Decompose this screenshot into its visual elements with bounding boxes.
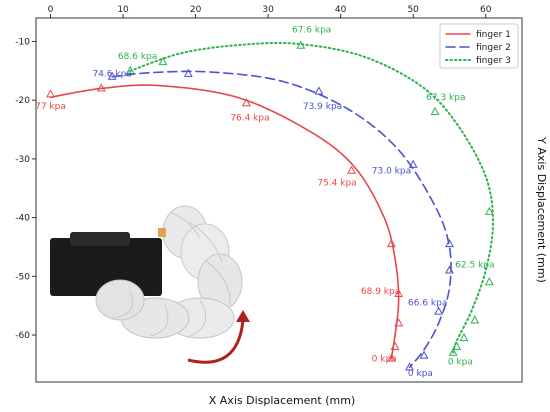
- x-axis-label: X Axis Displacement (mm): [209, 394, 355, 407]
- series-marker-2: [107, 71, 117, 80]
- series-marker-3: [125, 65, 135, 74]
- series-marker-3: [430, 106, 440, 116]
- x-axis-ticks: 0 10 20 30 40 50 60: [48, 5, 492, 18]
- legend-label-3: finger 3: [476, 56, 511, 66]
- y-axis-label: Y Axis Displacement (mm): [535, 136, 548, 283]
- pressure-label: 68.9 kpa: [361, 287, 400, 297]
- series-marker-2: [445, 265, 454, 274]
- pressure-label: 75.4 kpa: [317, 178, 356, 188]
- series-marker-2: [183, 68, 193, 77]
- pressure-label: 74.6 kpa: [92, 70, 131, 80]
- y-tick-label: -60: [15, 331, 30, 341]
- legend-label-2: finger 2: [476, 43, 511, 53]
- x-tick-label: 60: [480, 5, 492, 15]
- pressure-label: 62.5 kpa: [455, 261, 494, 271]
- series-marker-2: [445, 238, 454, 248]
- x-tick-label: 40: [335, 5, 347, 15]
- series-line-2: [111, 70, 452, 369]
- pressure-label: 0 kpa: [408, 369, 433, 379]
- pressure-label: 73.9 kpa: [303, 102, 342, 112]
- series-marker-3: [470, 315, 480, 324]
- x-tick-label: 30: [262, 5, 274, 15]
- pressure-label: 67.6 kpa: [292, 26, 331, 36]
- series-marker-1: [386, 238, 396, 248]
- soft-robotic-finger-photo: [50, 205, 243, 339]
- pressure-label: 0 kpa: [372, 354, 397, 364]
- series-marker-3: [296, 40, 306, 49]
- series-marker-3: [452, 341, 462, 350]
- pressure-label: 67.3 kpa: [426, 93, 465, 103]
- y-tick-label: -10: [15, 37, 30, 47]
- series-marker-2: [434, 306, 444, 315]
- series-marker-1: [390, 341, 400, 350]
- y-axis-ticks: -10 -20 -30 -40 -50 -60: [15, 37, 36, 341]
- point-labels: 77 kpa 76.4 kpa 75.4 kpa 68.9 kpa 0 kpa 74.6 …: [35, 26, 494, 379]
- pressure-label: 68.6 kpa: [118, 52, 157, 62]
- series-marker-3: [484, 206, 494, 215]
- series-marker-2: [419, 350, 429, 359]
- series-marker-1: [394, 288, 404, 298]
- pressure-label: 0 kpa: [448, 357, 473, 367]
- x-tick-label: 10: [117, 5, 129, 15]
- series-marker-1: [241, 98, 251, 107]
- series-marker-1: [386, 353, 396, 362]
- series-marker-2: [408, 159, 418, 168]
- series-marker-1: [394, 318, 404, 327]
- series-marker-3: [448, 347, 458, 356]
- x-tick-label: 20: [190, 5, 202, 15]
- x-tick-label: 50: [407, 5, 419, 15]
- series-marker-3: [484, 277, 494, 286]
- legend-label-1: finger 1: [476, 30, 511, 40]
- series-marker-1: [46, 89, 55, 98]
- legend: finger 1 finger 2 finger 3: [439, 23, 519, 69]
- curved-arrow-icon: [187, 310, 250, 364]
- y-tick-label: -30: [15, 155, 30, 165]
- y-tick-label: -40: [15, 214, 30, 224]
- series-marker-3: [459, 332, 469, 342]
- series-marker-1: [347, 165, 356, 174]
- x-tick-label: 0: [48, 5, 54, 15]
- pressure-label: 73.0 kpa: [372, 167, 411, 177]
- y-tick-label: -20: [15, 96, 30, 106]
- series-line-3: [129, 41, 494, 354]
- y-tick-label: -50: [15, 272, 30, 282]
- series-line-1: [49, 84, 400, 360]
- series-layer: [46, 40, 494, 371]
- series-marker-1: [96, 83, 106, 92]
- series-marker-3: [158, 56, 168, 66]
- series-marker-2: [405, 362, 415, 371]
- legend-box: [439, 23, 519, 69]
- pressure-label: 66.6 kpa: [408, 299, 447, 309]
- series-marker-2: [314, 86, 324, 95]
- pressure-label: 76.4 kpa: [230, 114, 269, 124]
- pressure-label: 77 kpa: [35, 102, 66, 112]
- plot-frame: [35, 17, 523, 383]
